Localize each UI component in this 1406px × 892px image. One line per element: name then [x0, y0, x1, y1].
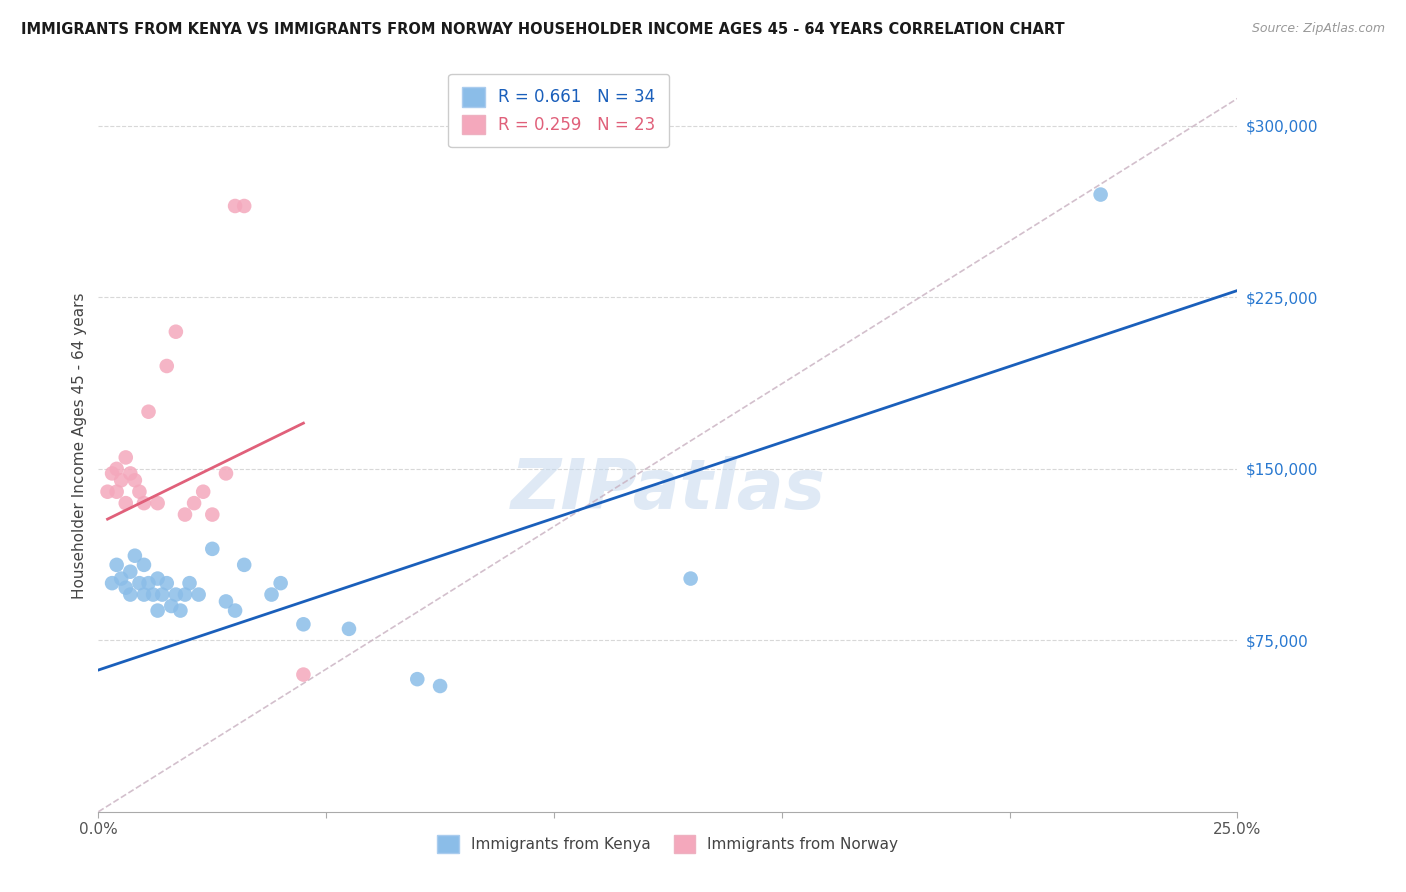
- Point: [183, 496, 205, 510]
- Point: [132, 588, 155, 602]
- Point: [224, 199, 246, 213]
- Point: [114, 496, 136, 510]
- Legend: Immigrants from Kenya, Immigrants from Norway: Immigrants from Kenya, Immigrants from N…: [432, 829, 904, 859]
- Point: [101, 467, 124, 481]
- Point: [174, 508, 197, 522]
- Point: [429, 679, 451, 693]
- Point: [105, 484, 128, 499]
- Point: [132, 558, 155, 572]
- Point: [179, 576, 201, 591]
- Point: [160, 599, 183, 613]
- Point: [270, 576, 292, 591]
- Point: [101, 576, 124, 591]
- Point: [132, 496, 155, 510]
- Point: [120, 588, 142, 602]
- Point: [128, 484, 150, 499]
- Point: [165, 588, 187, 602]
- Point: [165, 325, 187, 339]
- Point: [193, 484, 215, 499]
- Text: Source: ZipAtlas.com: Source: ZipAtlas.com: [1251, 22, 1385, 36]
- Point: [114, 450, 136, 465]
- Point: [138, 405, 160, 419]
- Point: [128, 576, 150, 591]
- Point: [679, 572, 702, 586]
- Point: [201, 508, 224, 522]
- Point: [110, 473, 132, 487]
- Point: [105, 558, 128, 572]
- Point: [337, 622, 360, 636]
- Point: [146, 496, 169, 510]
- Point: [406, 672, 429, 686]
- Point: [292, 667, 315, 681]
- Text: ZIPatlas: ZIPatlas: [510, 457, 825, 524]
- Point: [174, 588, 197, 602]
- Point: [105, 462, 128, 476]
- Point: [120, 467, 142, 481]
- Point: [292, 617, 315, 632]
- Point: [124, 549, 146, 563]
- Point: [138, 576, 160, 591]
- Point: [215, 594, 238, 608]
- Point: [142, 588, 165, 602]
- Point: [146, 572, 169, 586]
- Point: [169, 603, 191, 617]
- Point: [156, 359, 179, 373]
- Point: [96, 484, 118, 499]
- Point: [114, 581, 136, 595]
- Text: IMMIGRANTS FROM KENYA VS IMMIGRANTS FROM NORWAY HOUSEHOLDER INCOME AGES 45 - 64 : IMMIGRANTS FROM KENYA VS IMMIGRANTS FROM…: [21, 22, 1064, 37]
- Point: [110, 572, 132, 586]
- Point: [187, 588, 209, 602]
- Point: [224, 603, 246, 617]
- Point: [150, 588, 173, 602]
- Point: [233, 558, 256, 572]
- Point: [1090, 187, 1112, 202]
- Point: [233, 199, 256, 213]
- Y-axis label: Householder Income Ages 45 - 64 years: Householder Income Ages 45 - 64 years: [72, 293, 87, 599]
- Point: [120, 565, 142, 579]
- Point: [124, 473, 146, 487]
- Point: [260, 588, 283, 602]
- Point: [215, 467, 238, 481]
- Point: [146, 603, 169, 617]
- Point: [156, 576, 179, 591]
- Point: [201, 541, 224, 556]
